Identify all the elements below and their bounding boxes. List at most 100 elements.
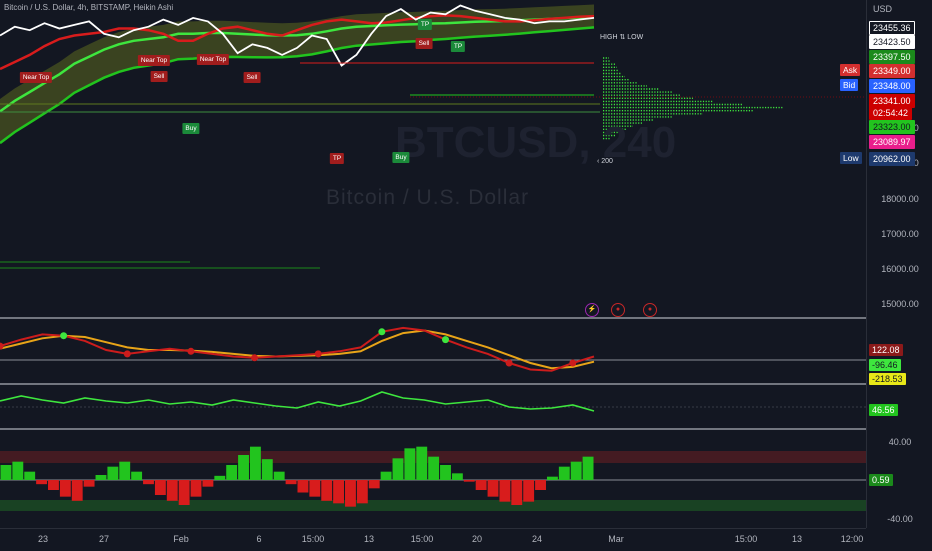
price-tag: 23455.36: [869, 21, 915, 35]
osc3-bar: [558, 466, 570, 480]
red-baseline: [0, 14, 595, 71]
osc1-cross-dot: [314, 350, 322, 358]
price-tick-label: 18000.00: [881, 193, 919, 204]
osc1-cross-dot: [123, 350, 131, 358]
lightning-icon[interactable]: ⚡: [585, 303, 599, 317]
osc3-bar: [546, 476, 558, 480]
osc3-bar: [345, 480, 356, 507]
osc1-cross-dot: [187, 347, 195, 355]
price-tick-label: 17000.00: [881, 228, 919, 239]
signal-label-near-top: Near Top: [137, 55, 171, 66]
price-tag: 23348.00: [869, 79, 915, 93]
osc3-bar: [285, 480, 297, 485]
osc1-cross-dot: [569, 359, 577, 367]
osc3-bar: [178, 480, 190, 505]
signal-label-sell: Sell: [415, 38, 433, 49]
osc3-bar: [202, 480, 214, 487]
osc1-cross-dot: [0, 342, 4, 350]
time-tick-label: 13: [363, 534, 375, 544]
time-tick-label: 20: [471, 534, 483, 544]
price-tag: 23323.00: [869, 120, 915, 134]
osc3-tick-label: -40.00: [887, 514, 913, 524]
osc3-oversold-band: [0, 500, 866, 511]
osc3-bar: [59, 480, 71, 497]
osc3-bar: [95, 475, 107, 480]
signal-label-near-top: Near Top: [196, 54, 230, 65]
osc3-bar: [416, 446, 428, 480]
osc3-bar: [570, 461, 582, 480]
osc1-signal-line: [0, 329, 595, 370]
osc1-cross-dot: [60, 332, 68, 340]
osc3-bar: [12, 461, 24, 480]
price-tick-label: 15000.00: [881, 299, 919, 310]
osc3-bar: [48, 480, 59, 490]
osc3-bar: [190, 480, 202, 497]
price-tag: 20962.00: [869, 152, 915, 166]
osc2-value-tag: 46.56: [869, 404, 898, 416]
time-tick-label: 24: [531, 534, 543, 544]
osc1-cross-dot: [442, 336, 449, 344]
flag-us-icon[interactable]: ●: [611, 303, 625, 317]
osc3-bar: [511, 480, 523, 505]
osc2-line: [0, 391, 595, 412]
time-tick-label: 15:00: [410, 534, 434, 544]
osc1-value-tag: 122.08: [869, 344, 903, 356]
signal-label-buy: Buy: [182, 123, 200, 134]
time-tick-label: 27: [98, 534, 110, 544]
price-axis[interactable]: USD 20000.0019000.0018000.0017000.001600…: [866, 0, 932, 528]
price-tag: 23397.50: [869, 50, 915, 64]
price-tick-label: 16000.00: [881, 264, 919, 275]
cloud-lower-line: [0, 26, 595, 145]
osc3-bar: [440, 465, 451, 480]
signal-label-sell: Sell: [150, 71, 168, 82]
side-tag-ask: Ask: [840, 64, 861, 76]
symbol-title: Bitcoin / U.S. Dollar, 4h, BITSTAMP, Hei…: [4, 3, 174, 12]
time-tick-label: 12:00: [840, 534, 864, 544]
osc3-bar: [404, 448, 416, 480]
flag-us-icon[interactable]: ●: [643, 303, 657, 317]
time-tick-label: Mar: [608, 534, 624, 544]
osc3-bar: [297, 480, 309, 493]
osc3-bar: [535, 480, 546, 490]
osc3-bar: [166, 480, 178, 501]
signal-label-tp: TP: [450, 41, 466, 52]
side-tag-bid: Bid: [840, 79, 859, 91]
osc3-bar: [309, 480, 321, 497]
signal-label-buy: Buy: [392, 152, 410, 163]
osc3-bar: [499, 480, 511, 502]
price-line: [0, 4, 595, 67]
time-tick-label: 15:00: [301, 534, 325, 544]
osc3-bar: [261, 459, 273, 480]
osc3-bar: [226, 465, 238, 480]
price-tag: 23349.00: [869, 64, 915, 78]
osc3-value-tag: 0.59: [869, 474, 893, 486]
osc3-bar: [475, 480, 487, 490]
osc1-value-tag: -96.46: [869, 359, 901, 371]
osc3-bar: [368, 480, 380, 489]
signal-label-near-top: Near Top: [19, 72, 53, 83]
osc3-bar: [24, 471, 36, 480]
osc3-bar: [321, 480, 333, 501]
osc3-tick-label: 40.00: [888, 437, 912, 447]
chart-canvas[interactable]: [0, 0, 866, 528]
osc3-bar: [582, 456, 594, 480]
osc1-cross-dot: [505, 359, 513, 367]
price-tag: 23423.50: [869, 35, 915, 49]
osc3-bar: [238, 455, 249, 480]
volume-profile-footer: ‹ 200: [597, 158, 613, 165]
osc3-bar: [380, 471, 392, 480]
osc3-bar: [333, 480, 345, 504]
osc1-value-tag: -218.53: [869, 373, 906, 385]
osc3-bar: [451, 473, 463, 480]
time-axis[interactable]: 23 27 Feb 6 15:00 13 15:00 20 24 Mar 15:00 13 12:00: [0, 528, 866, 551]
time-tick-label: 13: [791, 534, 803, 544]
osc1-main-line: [0, 326, 595, 372]
osc3-bar: [487, 480, 499, 497]
osc3-bar: [0, 465, 12, 480]
time-tick-label: 23: [37, 534, 49, 544]
price-tag: 23089.97: [869, 135, 915, 149]
watermark-ticker: BTCUSD, 240: [395, 118, 677, 167]
signal-label-tp: TP: [329, 153, 345, 164]
osc1-cross-dot: [251, 354, 259, 362]
time-tick-label: 6: [256, 534, 262, 544]
